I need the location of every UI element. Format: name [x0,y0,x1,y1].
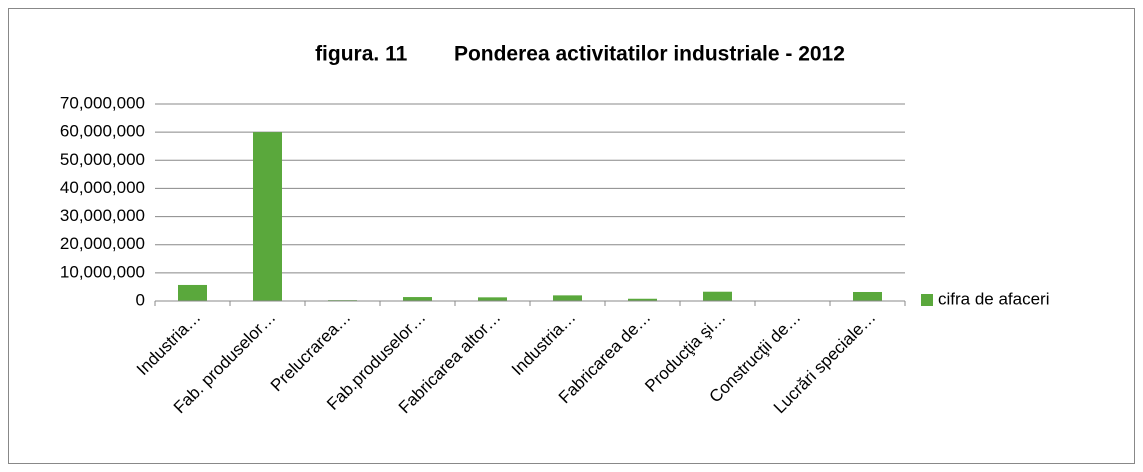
legend-label: cifra de afaceri [938,289,1050,308]
y-tick-label: 70,000,000 [60,93,145,112]
y-tick-label: 10,000,000 [60,262,145,281]
bar [853,291,882,301]
bar [553,295,582,301]
y-tick-label: 0 [136,290,145,309]
bar [478,297,507,301]
y-tick-label: 60,000,000 [60,122,145,141]
bar [628,298,657,301]
chart-title: figura. 11 Ponderea activitatilor indust… [315,43,845,66]
y-tick-label: 50,000,000 [60,150,145,169]
bar [703,291,732,301]
y-tick-label: 20,000,000 [60,234,145,253]
legend-swatch [921,294,933,306]
y-tick-label: 40,000,000 [60,178,145,197]
chart-frame [8,8,1135,464]
bar [178,284,207,301]
bar [253,132,282,301]
bar [403,297,432,301]
y-tick-label: 30,000,000 [60,206,145,225]
